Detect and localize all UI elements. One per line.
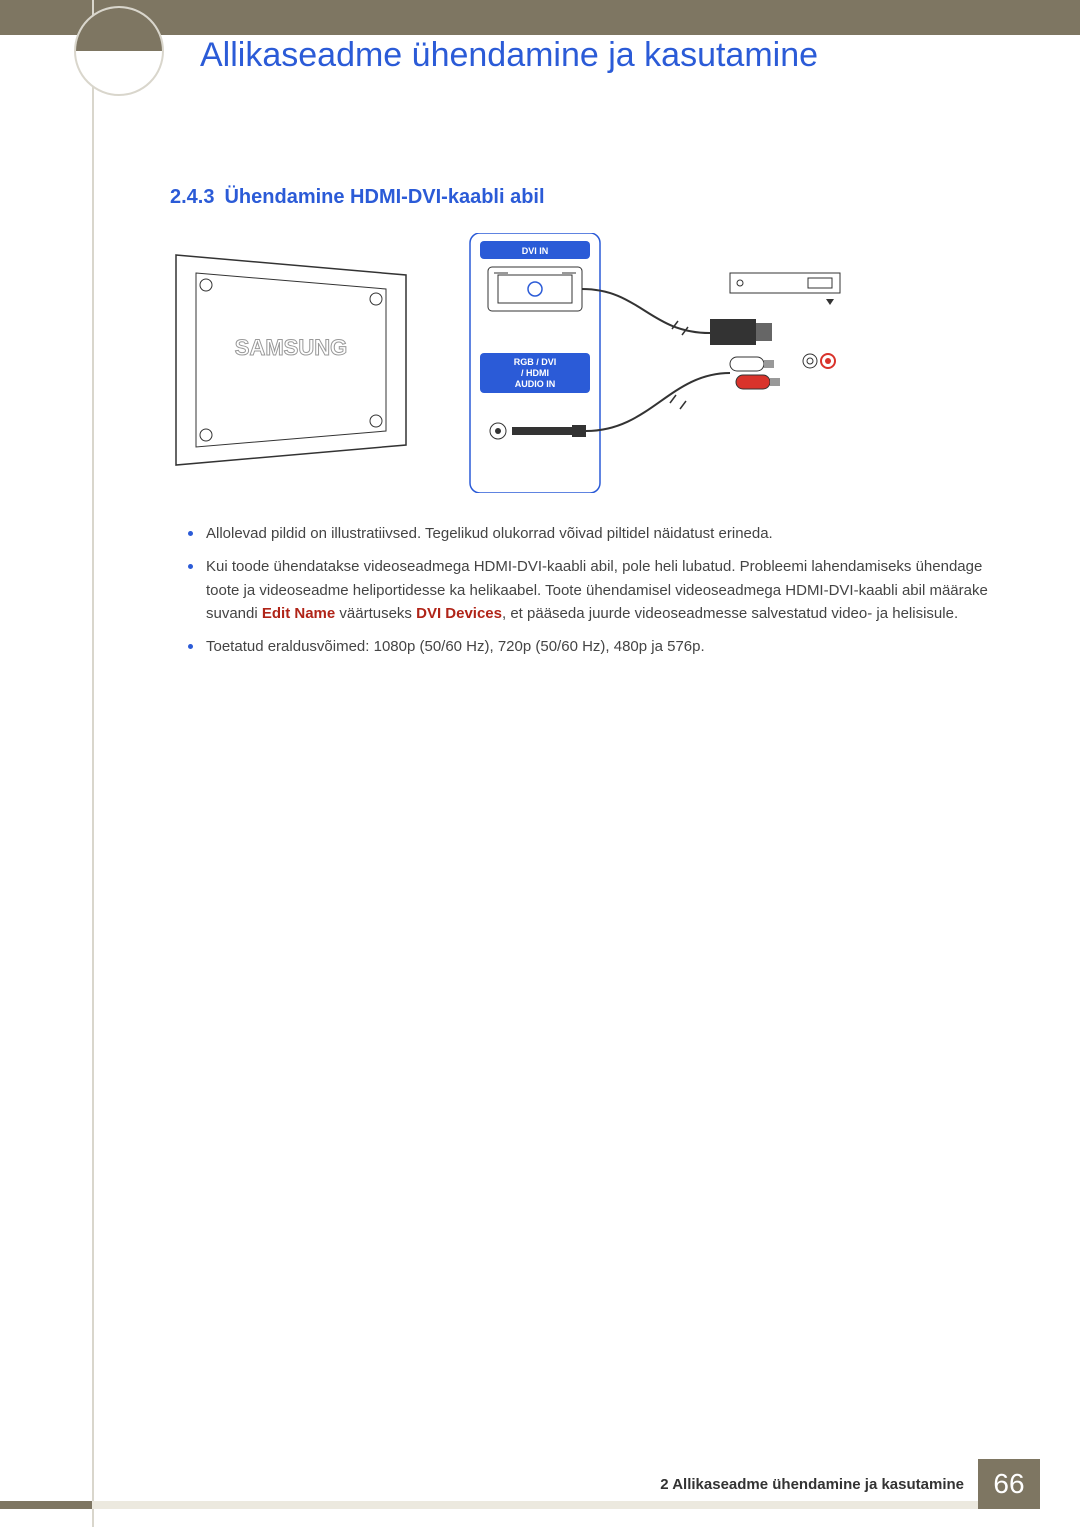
page-number: 66	[978, 1459, 1040, 1509]
list-item: Allolevad pildid on illustratiivsed. Teg…	[170, 522, 1000, 545]
content-area: 2.4.3 Ühendamine HDMI-DVI-kaabli abil SAM…	[170, 186, 1000, 668]
footer-stripe-left	[0, 1501, 92, 1509]
port-bottom-label-1: RGB / DVI	[514, 357, 557, 367]
list-item: Kui toode ühendatakse videoseadmega HDMI…	[170, 555, 1000, 625]
bullet-text: Toetatud eraldusvõimed: 1080p (50/60 Hz)…	[206, 638, 705, 655]
chapter-title: Allikaseadme ühendamine ja kasutamine	[200, 36, 818, 75]
bullet-colored-2: DVI Devices	[416, 605, 502, 622]
header-top-strip	[92, 0, 1080, 35]
section-number: 2.4.3	[170, 186, 214, 208]
section-title: Ühendamine HDMI-DVI-kaabli abil	[224, 186, 544, 208]
footer: 2 Allikaseadme ühendamine ja kasutamine …	[0, 1459, 1080, 1509]
bullet-text-post: , et pääseda juurde videoseadmesse salve…	[502, 605, 958, 622]
notes-list: Allolevad pildid on illustratiivsed. Teg…	[170, 522, 1000, 658]
left-margin-line	[92, 0, 94, 1527]
bullet-text-mid: väärtuseks	[335, 605, 416, 622]
port-bottom-label-2: / HDMI	[521, 368, 549, 378]
port-top-label: DVI IN	[522, 246, 549, 256]
device-brand-text: SAMSUNG	[235, 335, 347, 360]
bullet-text: Allolevad pildid on illustratiivsed. Teg…	[206, 525, 773, 542]
chapter-badge-icon	[74, 6, 164, 96]
port-bottom-label-3: AUDIO IN	[515, 379, 556, 389]
list-item: Toetatud eraldusvõimed: 1080p (50/60 Hz)…	[170, 635, 1000, 658]
bullet-colored-1: Edit Name	[262, 605, 335, 622]
footer-chapter-text: 2 Allikaseadme ühendamine ja kasutamine	[660, 1476, 964, 1493]
connection-diagram: SAMSUNG DVI IN RGB / DVI	[170, 233, 850, 493]
section-heading: 2.4.3 Ühendamine HDMI-DVI-kaabli abil	[170, 186, 1000, 209]
